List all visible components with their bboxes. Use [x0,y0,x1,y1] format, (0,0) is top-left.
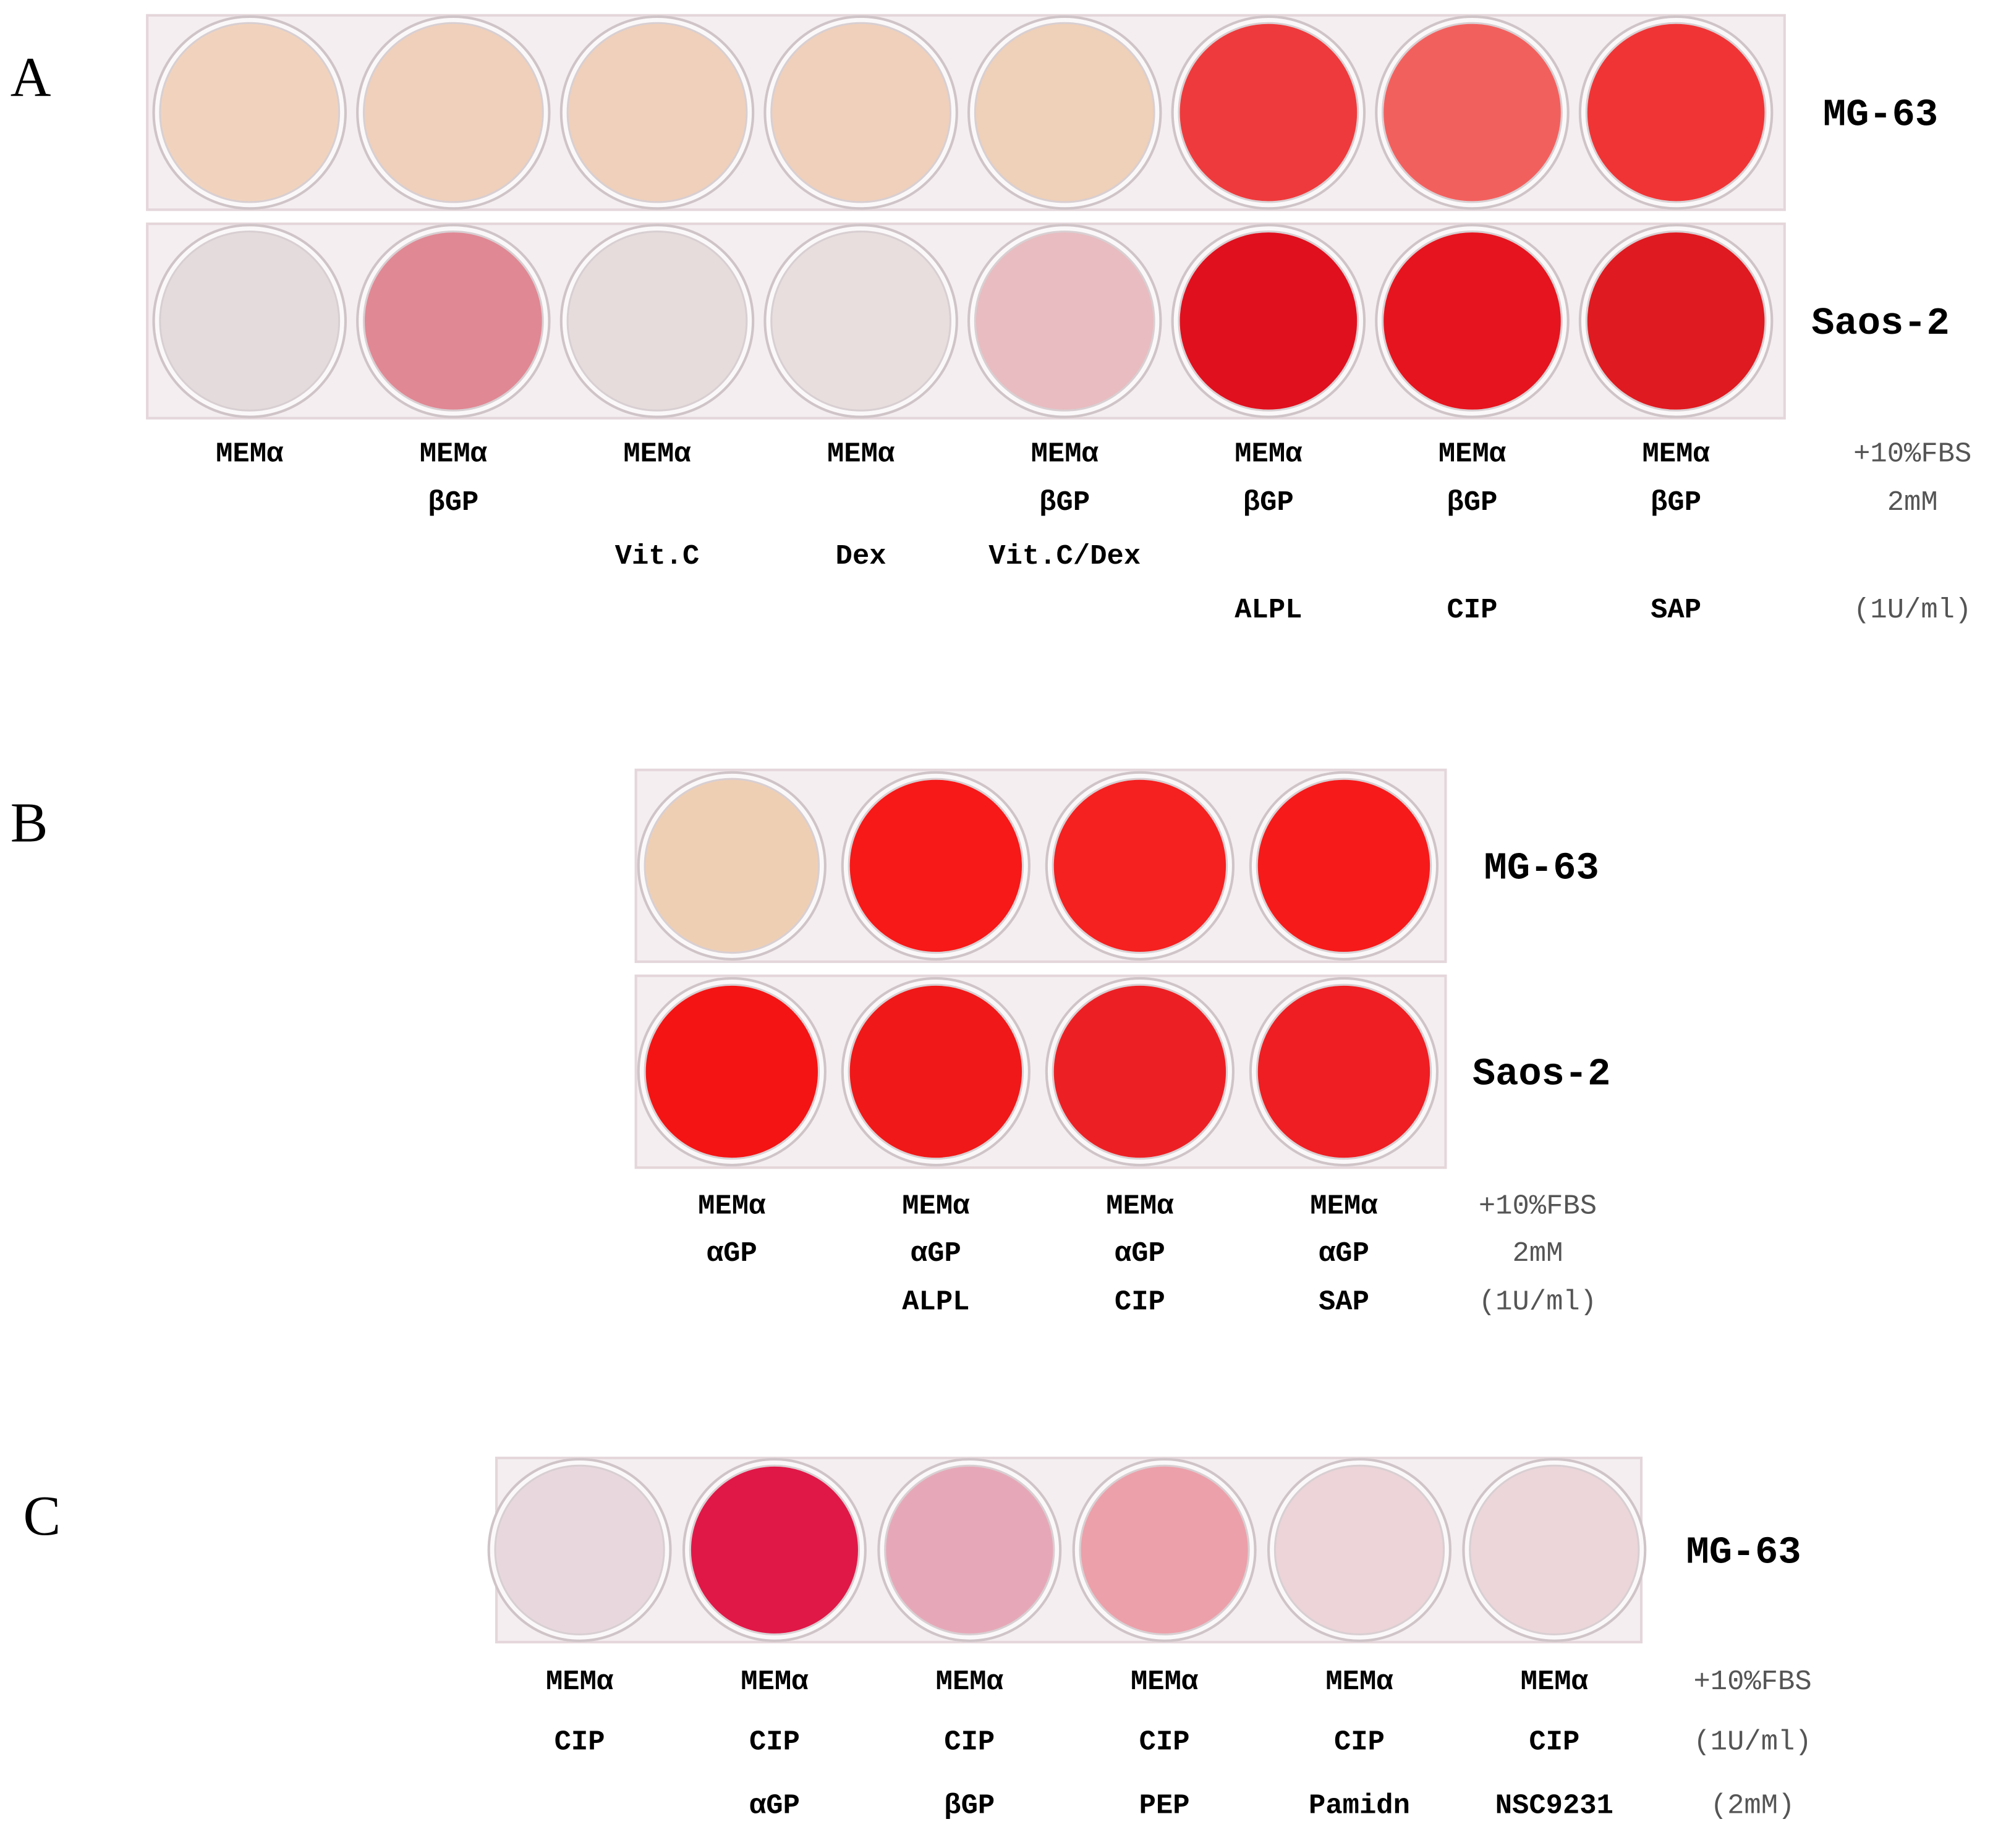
well [974,22,1155,203]
panel-label: B [11,792,48,854]
condition-label: MEMα [902,1190,970,1222]
condition-label: MEMα [1106,1190,1174,1222]
cell-line-label: MG-63 [1484,846,1599,890]
well [1273,1464,1445,1635]
condition-label: MEMα [1235,438,1303,470]
cell-line-label: MG-63 [1686,1530,1801,1574]
well [644,983,820,1160]
well [566,22,748,203]
well [494,1464,665,1635]
condition-label: MEMα [1521,1666,1589,1698]
well [1585,22,1767,203]
well [848,983,1024,1160]
condition-label: ALPL [1235,594,1302,626]
condition-note: 2mM [1887,486,1938,519]
cell-line-label: MG-63 [1823,93,1938,137]
well [1178,230,1359,412]
well [1178,22,1359,203]
condition-note: (1U/ml) [1853,594,1971,626]
condition-label: SAP [1651,594,1701,626]
condition-label: CIP [749,1726,800,1758]
condition-label: Dex [836,540,886,572]
condition-label: βGP [1039,486,1090,519]
condition-label: MEMα [1439,438,1507,470]
well [884,1464,1055,1635]
condition-label: SAP [1319,1286,1369,1318]
condition-label: αGP [749,1790,800,1822]
condition-label: Vit.C/Dex [988,540,1141,572]
condition-label: CIP [1139,1726,1190,1758]
well [689,1464,861,1635]
panel-label: C [23,1485,61,1547]
well [1382,230,1563,412]
condition-label: MEMα [741,1666,809,1698]
well [159,230,341,412]
condition-label: αGP [911,1237,961,1269]
panel-label: A [11,46,51,108]
well [1256,983,1432,1160]
condition-label: ALPL [902,1286,969,1318]
condition-label: CIP [1529,1726,1579,1758]
condition-label: αGP [1319,1237,1369,1269]
condition-label: PEP [1139,1790,1190,1822]
condition-label: CIP [1447,594,1498,626]
condition-note: (1U/ml) [1693,1726,1811,1758]
condition-label: αGP [707,1237,757,1269]
condition-note: +10%FBS [1479,1190,1597,1222]
condition-label: NSC9231 [1495,1790,1613,1822]
condition-label: MEMα [1325,1666,1393,1698]
well [1256,778,1432,954]
well [974,230,1155,412]
condition-label: MEMα [623,438,691,470]
condition-label: MEMα [216,438,284,470]
condition-note: 2mM [1512,1237,1563,1269]
condition-label: βGP [1651,486,1701,519]
well [362,230,544,412]
condition-label: MEMα [1131,1666,1199,1698]
condition-note: +10%FBS [1693,1666,1811,1698]
condition-label: Pamidn [1309,1790,1410,1822]
condition-label: αGP [1115,1237,1165,1269]
condition-label: CIP [944,1726,995,1758]
condition-label: MEMα [698,1190,766,1222]
well [770,230,952,412]
well [159,22,341,203]
condition-label: MEMα [827,438,895,470]
well [1585,230,1767,412]
condition-label: Vit.C [615,540,700,572]
condition-label: βGP [1243,486,1294,519]
cell-line-label: Saos-2 [1811,302,1949,345]
condition-note: +10%FBS [1853,438,1971,470]
well [1052,778,1228,954]
well [848,778,1024,954]
well [566,230,748,412]
condition-label: MEMα [1642,438,1710,470]
condition-note: (1U/ml) [1479,1286,1597,1318]
condition-label: MEMα [546,1666,614,1698]
condition-label: MEMα [420,438,488,470]
cell-line-label: Saos-2 [1473,1053,1610,1096]
condition-label: CIP [1115,1286,1165,1318]
well [1469,1464,1640,1635]
well [362,22,544,203]
condition-label: CIP [555,1726,605,1758]
condition-label: CIP [1334,1726,1385,1758]
condition-label: βGP [944,1790,995,1822]
well [1079,1464,1250,1635]
condition-label: βGP [428,486,478,519]
condition-label: βGP [1447,486,1498,519]
condition-note: (2mM) [1711,1790,1795,1822]
well [770,22,952,203]
condition-label: MEMα [936,1666,1004,1698]
well [1382,22,1563,203]
condition-label: MEMα [1031,438,1099,470]
well [1052,983,1228,1160]
condition-label: MEMα [1310,1190,1378,1222]
well [644,778,820,954]
